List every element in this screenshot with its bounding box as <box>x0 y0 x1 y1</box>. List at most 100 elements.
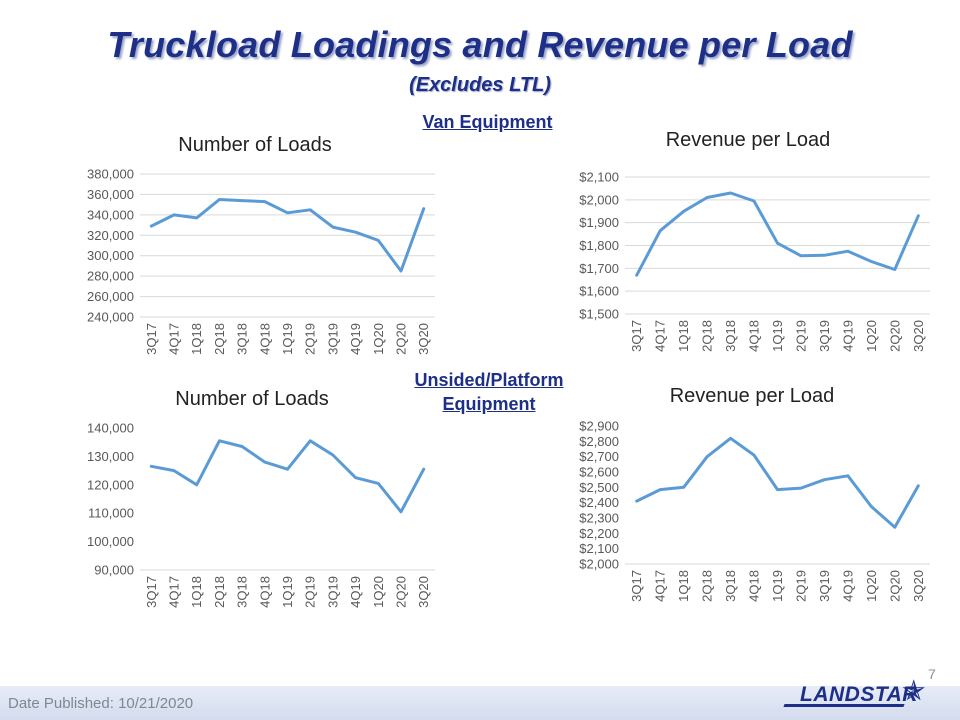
date-published: Date Published: 10/21/2020 <box>8 695 194 712</box>
data-point <box>893 268 897 271</box>
data-point <box>635 499 638 503</box>
x-tick-label: 4Q17 <box>653 320 668 352</box>
y-tick-label: 300,000 <box>87 248 134 263</box>
x-tick-label: 1Q18 <box>676 570 691 602</box>
data-point <box>218 198 221 201</box>
x-tick-label: 2Q20 <box>887 570 902 602</box>
x-tick-label: 4Q18 <box>257 576 272 608</box>
van-number-of-loads-chart: Number of Loads 240,000 260,000 280,000 300,… <box>87 134 435 355</box>
y-tick-label: $2,500 <box>579 480 619 495</box>
data-point <box>195 483 198 486</box>
y-tick-label: $2,900 <box>579 419 619 434</box>
x-tick-label: 4Q18 <box>747 320 762 352</box>
x-tick-label: 2Q20 <box>393 323 408 355</box>
star-icon: ✯ <box>902 675 926 706</box>
data-point <box>729 437 732 440</box>
data-point <box>172 469 176 472</box>
y-tick-label: 280,000 <box>87 269 134 284</box>
data-point <box>729 191 732 195</box>
x-tick-label: 3Q17 <box>629 570 644 602</box>
x-tick-label: 1Q19 <box>770 570 785 602</box>
y-tick-label: $1,800 <box>579 238 619 253</box>
y-tick-label: 320,000 <box>87 228 134 243</box>
data-point <box>263 200 267 203</box>
data-point <box>823 254 826 257</box>
y-tick-label: $1,500 <box>579 307 619 322</box>
data-point <box>150 465 153 468</box>
x-tick-label: 3Q17 <box>629 320 644 352</box>
y-tick-label: 340,000 <box>87 207 134 222</box>
y-tick-label: 260,000 <box>87 289 134 304</box>
x-tick-label: 2Q20 <box>887 320 902 352</box>
y-tick-label: 100,000 <box>87 534 134 549</box>
x-tick-label: 3Q18 <box>723 570 738 602</box>
y-tick-label: 360,000 <box>87 187 134 202</box>
x-tick-label: 2Q20 <box>393 576 408 608</box>
logo-text: LANDSTAR <box>800 683 918 706</box>
landstar-logo: LANDSTAR ✯ <box>780 672 940 712</box>
x-tick-label: 2Q18 <box>212 323 227 355</box>
x-tick-label: 4Q19 <box>348 576 363 608</box>
y-tick-label: $2,000 <box>579 557 619 572</box>
data-point <box>658 488 662 491</box>
x-tick-label: 2Q18 <box>212 576 227 608</box>
x-tick-label: 1Q20 <box>864 570 879 602</box>
series-line <box>149 439 426 514</box>
x-tick-label: 4Q19 <box>840 320 855 352</box>
data-point <box>658 229 662 232</box>
x-tick-label: 3Q20 <box>911 570 926 602</box>
x-tick-label: 1Q19 <box>280 576 295 608</box>
series-line <box>635 191 920 277</box>
y-tick-label: 380,000 <box>87 167 134 182</box>
x-tick-label: 3Q18 <box>235 576 250 608</box>
y-tick-label: 110,000 <box>88 506 134 521</box>
y-tick-label: 90,000 <box>94 563 134 578</box>
x-tick-label: 3Q17 <box>144 323 159 355</box>
y-tick-label: $1,600 <box>579 284 619 299</box>
data-point <box>354 231 357 234</box>
footer-bar: Date Published: 10/21/2020 <box>0 686 960 720</box>
x-tick-label: 1Q18 <box>189 323 204 355</box>
x-tick-label: 4Q17 <box>653 570 668 602</box>
y-tick-label: 140,000 <box>87 421 134 436</box>
data-point <box>752 453 756 457</box>
data-point <box>776 488 779 491</box>
x-tick-label: 4Q17 <box>167 576 182 608</box>
data-point <box>331 225 335 229</box>
data-point <box>752 199 756 203</box>
page-number: 7 <box>928 666 936 682</box>
x-tick-label: 4Q19 <box>348 323 363 355</box>
data-point <box>286 467 289 471</box>
x-tick-label: 1Q20 <box>371 576 386 608</box>
data-point <box>823 478 826 481</box>
y-tick-label: 130,000 <box>87 449 134 464</box>
data-point <box>705 196 709 199</box>
y-tick-label: $1,900 <box>579 215 619 230</box>
data-point <box>705 455 709 458</box>
x-tick-label: 4Q18 <box>257 323 272 355</box>
van-revenue-per-load-chart: Revenue per Load $1,500 $1,600 $1,700 $1,800… <box>579 129 930 352</box>
unsided-revenue-per-load-chart: Revenue per Load $2,000$2,100$2,200$2,300… <box>579 385 930 602</box>
data-point <box>377 239 380 242</box>
y-tick-label: $2,300 <box>579 511 619 526</box>
data-point <box>870 260 873 263</box>
data-point <box>377 482 380 485</box>
data-point <box>150 224 153 228</box>
chart-title: Number of Loads <box>175 388 328 410</box>
x-tick-label: 2Q19 <box>303 576 318 608</box>
data-point <box>917 484 920 487</box>
unsided-platform-equipment-label: Unsided/Platform Equipment <box>414 370 564 414</box>
y-tick-label: $2,400 <box>579 495 619 510</box>
slide-subtitle: (Excludes LTL) <box>409 74 551 96</box>
x-tick-label: 1Q20 <box>371 323 386 355</box>
x-tick-label: 3Q19 <box>325 576 340 608</box>
data-point <box>846 250 850 253</box>
x-tick-label: 2Q18 <box>700 570 715 602</box>
data-point <box>870 505 873 508</box>
x-tick-label: 2Q19 <box>793 570 808 602</box>
x-tick-label: 1Q18 <box>189 576 204 608</box>
x-tick-label: 1Q19 <box>280 323 295 355</box>
x-tick-label: 1Q20 <box>864 320 879 352</box>
data-point <box>893 526 897 529</box>
data-point <box>399 269 403 273</box>
